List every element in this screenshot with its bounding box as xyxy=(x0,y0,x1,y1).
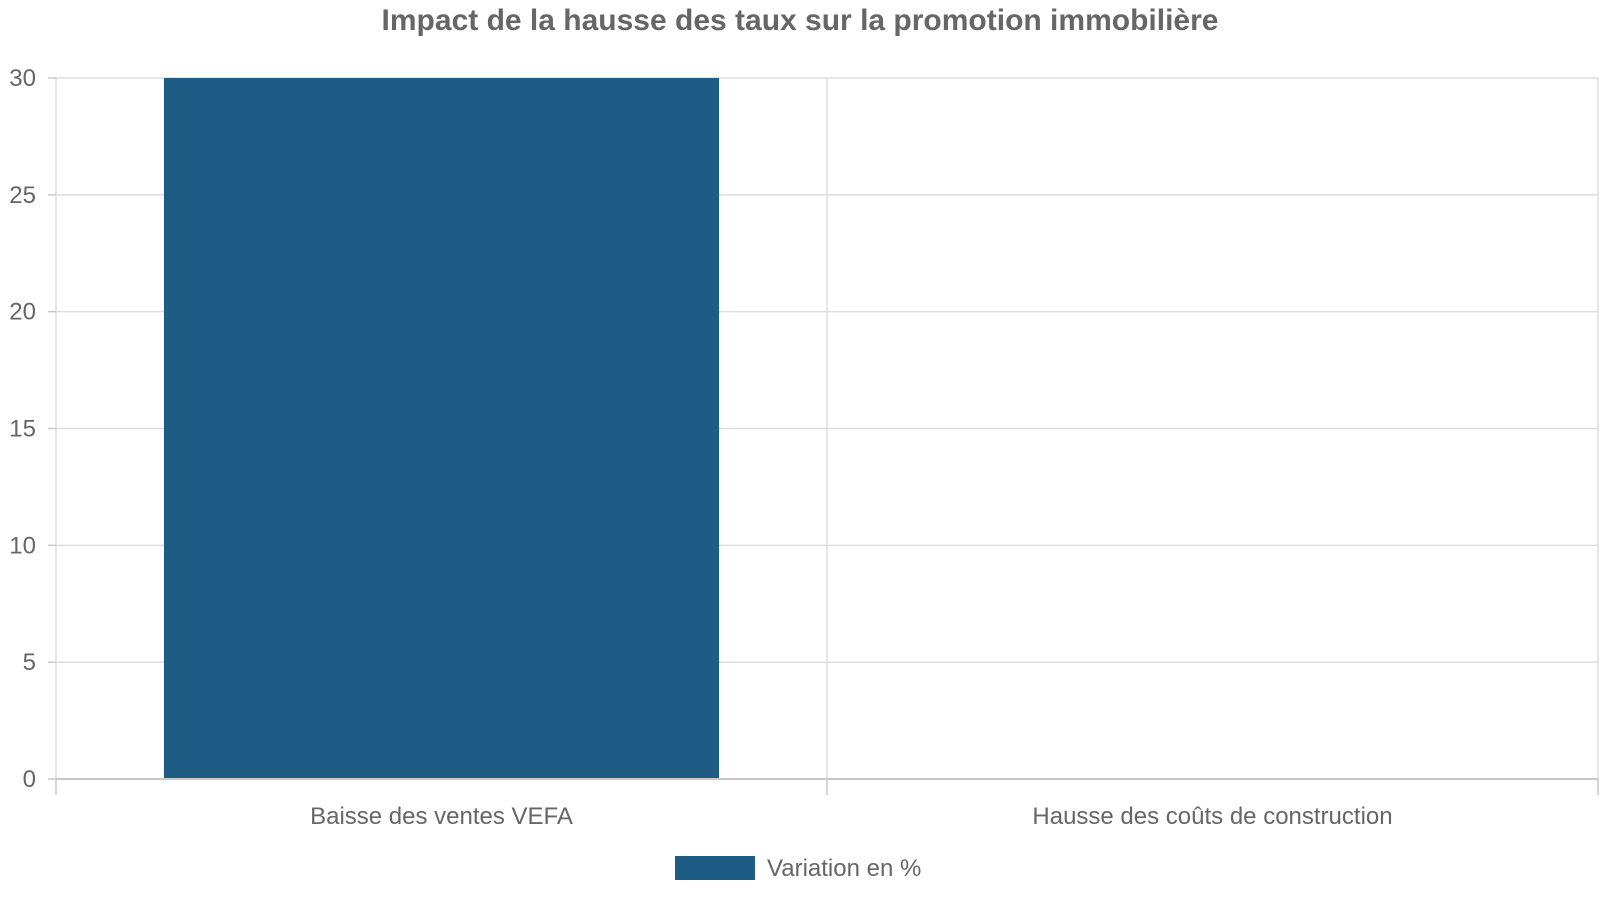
bar[interactable] xyxy=(163,78,720,779)
legend-swatch[interactable] xyxy=(675,856,755,880)
legend[interactable]: Variation en % xyxy=(675,855,921,882)
y-tick-label: 25 xyxy=(9,182,36,209)
x-tick-label: Hausse des coûts de construction xyxy=(1032,803,1392,830)
bars xyxy=(163,78,720,779)
y-tick-label: 20 xyxy=(9,299,36,326)
x-tick-label: Baisse des ventes VEFA xyxy=(310,803,573,830)
y-tick-label: 0 xyxy=(23,766,36,793)
axes: 0 5 10 15 20 25 30 Baisse des ventes VEFA Hausse… xyxy=(9,65,1599,830)
legend-label[interactable]: Variation en % xyxy=(767,855,921,882)
y-tick-label: 10 xyxy=(9,532,36,559)
chart-title: Impact de la hausse des taux sur la prom… xyxy=(382,4,1219,37)
y-tick-label: 15 xyxy=(9,416,36,443)
y-tick-label: 30 xyxy=(9,65,36,92)
y-tick-label: 5 xyxy=(23,649,36,676)
